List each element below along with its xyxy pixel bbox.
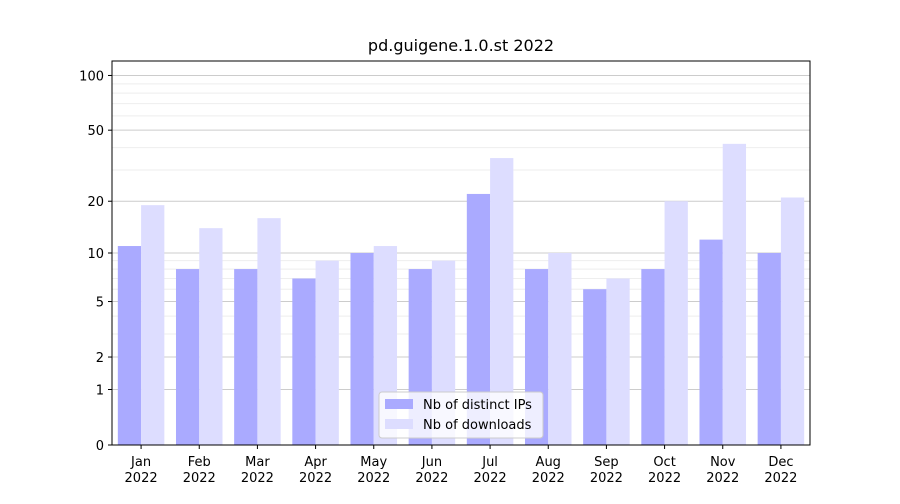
bar-distinct-ips <box>641 269 665 445</box>
x-tick-label-year: 2022 <box>183 471 216 486</box>
y-tick-label: 1 <box>96 383 104 398</box>
legend-label: Nb of downloads <box>423 418 532 433</box>
bar-distinct-ips <box>175 269 200 445</box>
x-tick-label-year: 2022 <box>415 471 448 486</box>
chart-title: pd.guigene.1.0.st 2022 <box>368 36 554 55</box>
bar-distinct-ips <box>466 193 491 445</box>
x-tick-label-month: Oct <box>653 455 675 470</box>
legend-swatch <box>385 399 413 409</box>
x-tick-label-month: Dec <box>768 455 793 470</box>
x-tick-label-year: 2022 <box>241 471 274 486</box>
x-tick-label-year: 2022 <box>299 471 332 486</box>
grid-layer <box>112 74 810 390</box>
x-tick-label-month: May <box>360 455 387 470</box>
x-tick-label-year: 2022 <box>764 471 797 486</box>
bar-downloads <box>606 278 630 445</box>
x-tick-label-month: Jul <box>481 455 498 470</box>
x-tick-label-month: Aug <box>536 455 561 470</box>
y-tick-label: 100 <box>79 69 104 84</box>
x-tick-label-month: Sep <box>594 455 619 470</box>
legend-box <box>378 391 544 439</box>
bar-downloads <box>780 197 805 445</box>
legend-swatch <box>385 419 413 429</box>
x-tick-label-year: 2022 <box>706 471 739 486</box>
x-tick-label-month: Apr <box>304 455 327 470</box>
x-tick-label-year: 2022 <box>532 471 565 486</box>
axis-layer: 0125102050100Jan2022Feb2022Mar2022Apr202… <box>79 69 797 486</box>
y-tick-label: 0 <box>96 439 104 454</box>
bar-downloads <box>315 260 339 445</box>
bar-distinct-ips <box>583 289 607 445</box>
bar-distinct-ips <box>350 253 374 445</box>
y-tick-label: 10 <box>87 247 104 262</box>
bar-downloads <box>664 201 688 445</box>
legend: Nb of distinct IPs Nb of downloads <box>378 391 544 439</box>
x-tick-label-month: Mar <box>245 455 270 470</box>
bar-downloads <box>257 218 281 445</box>
y-tick-label: 5 <box>96 296 104 311</box>
bar-downloads <box>141 205 165 445</box>
bar-distinct-ips <box>234 269 258 445</box>
bar-distinct-ips <box>117 246 142 445</box>
legend-label: Nb of distinct IPs <box>423 398 532 413</box>
x-tick-label-month: Jan <box>130 455 151 470</box>
bar-downloads <box>199 228 223 445</box>
bar-distinct-ips <box>757 253 781 445</box>
y-tick-label: 50 <box>87 124 104 139</box>
x-tick-label-year: 2022 <box>125 471 158 486</box>
x-tick-label-year: 2022 <box>590 471 623 486</box>
bar-downloads <box>548 253 572 445</box>
bar-distinct-ips <box>699 239 723 445</box>
x-tick-label-month: Feb <box>188 455 211 470</box>
x-tick-label-month: Nov <box>710 455 736 470</box>
bar-downloads <box>490 158 514 446</box>
y-tick-label: 20 <box>87 195 104 210</box>
y-tick-label: 2 <box>96 351 104 366</box>
x-tick-label-month: Jun <box>421 455 442 470</box>
bar-downloads <box>722 143 747 445</box>
bar-distinct-ips <box>292 278 316 445</box>
x-tick-label-year: 2022 <box>357 471 390 486</box>
x-tick-label-year: 2022 <box>474 471 507 486</box>
x-tick-label-year: 2022 <box>648 471 681 486</box>
